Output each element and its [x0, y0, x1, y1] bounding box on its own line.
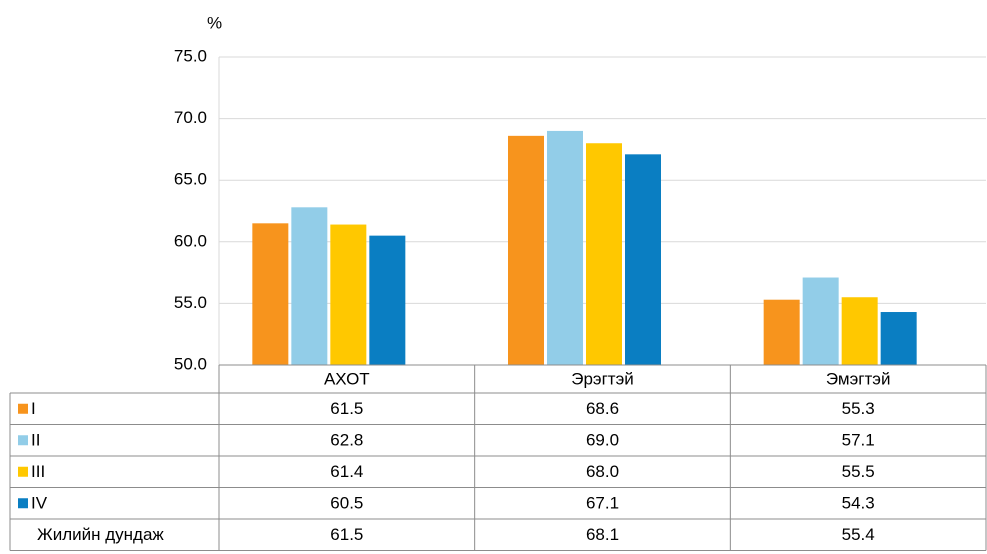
y-tick-label: 55.0	[174, 293, 207, 312]
legend-label: IV	[31, 494, 48, 513]
table-value: 57.1	[842, 431, 875, 450]
legend-label: III	[31, 462, 45, 481]
category-label: АХОТ	[324, 369, 370, 388]
bar	[291, 207, 328, 365]
bar	[369, 235, 406, 365]
legend-key	[18, 435, 28, 446]
category-label: Эрэгтэй	[571, 369, 634, 388]
legend-key	[18, 466, 28, 477]
table-value: 69.0	[586, 431, 619, 450]
table-value: 61.4	[330, 462, 363, 481]
category-label: Эмэгтэй	[826, 369, 891, 388]
y-tick-label: 65.0	[174, 170, 207, 189]
y-tick-label: 60.0	[174, 231, 207, 250]
bar	[252, 223, 289, 365]
bar	[330, 224, 367, 365]
table-value: 68.0	[586, 462, 619, 481]
table-value: 55.3	[842, 399, 875, 418]
legend-key	[18, 403, 28, 414]
y-axis-label: %	[207, 13, 222, 32]
table-value: 68.1	[586, 525, 619, 544]
table-value: 68.6	[586, 399, 619, 418]
y-tick-label: 70.0	[174, 108, 207, 127]
table-value: 67.1	[586, 494, 619, 513]
table-value: 55.4	[842, 525, 875, 544]
bar	[841, 297, 878, 365]
bar	[763, 299, 800, 365]
table-value: 61.5	[330, 399, 363, 418]
table-value: 62.8	[330, 431, 363, 450]
table-value: 60.5	[330, 494, 363, 513]
table-value: 54.3	[842, 494, 875, 513]
bar	[586, 143, 622, 365]
table-value: 55.5	[842, 462, 875, 481]
bar	[547, 130, 583, 365]
y-tick-label: 75.0	[174, 46, 207, 65]
legend-key	[18, 498, 28, 509]
average-label: Жилийн дундаж	[37, 525, 164, 544]
legend-label: II	[31, 431, 40, 450]
legend-label: I	[31, 399, 36, 418]
bar	[802, 277, 839, 365]
bar	[880, 312, 917, 365]
y-tick-label: 50.0	[174, 354, 207, 373]
bar	[625, 154, 661, 365]
bar	[508, 135, 544, 365]
table-value: 61.5	[330, 525, 363, 544]
